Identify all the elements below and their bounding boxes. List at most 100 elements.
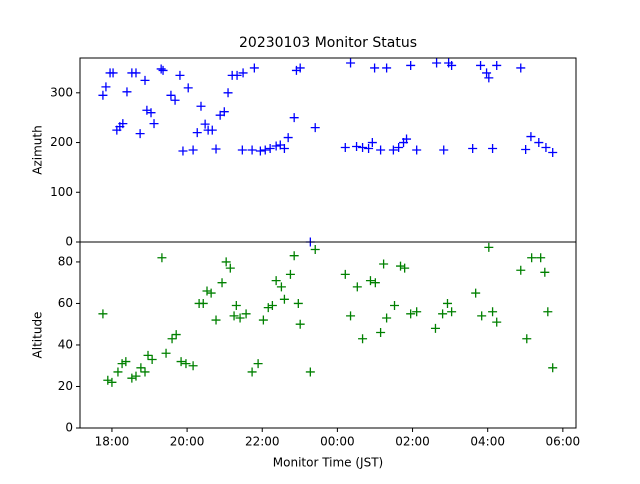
x-tick-label: 00:00 <box>320 435 355 449</box>
point <box>516 63 526 73</box>
point <box>175 70 185 80</box>
point <box>295 63 305 73</box>
point <box>249 63 259 73</box>
point <box>540 267 550 277</box>
point <box>382 63 392 73</box>
y-tick-label: 80 <box>58 254 73 268</box>
point <box>117 359 127 369</box>
point <box>516 265 526 275</box>
point <box>430 323 440 333</box>
y-tick-label: 200 <box>50 135 73 149</box>
axes-frame <box>79 241 577 429</box>
x-tick-label: 04:00 <box>470 435 505 449</box>
point <box>156 64 166 74</box>
point <box>229 311 239 321</box>
point <box>260 145 270 155</box>
point <box>258 315 268 325</box>
point <box>406 60 416 70</box>
point <box>346 311 356 321</box>
point <box>447 307 457 317</box>
point <box>471 288 481 298</box>
point <box>376 145 386 155</box>
point <box>310 123 320 133</box>
point <box>267 301 277 311</box>
point <box>521 145 531 155</box>
point <box>492 317 502 327</box>
point <box>158 65 168 75</box>
point <box>379 259 389 269</box>
point <box>121 357 131 367</box>
point <box>484 242 494 252</box>
x-tick-label: 20:00 <box>170 435 205 449</box>
point <box>340 143 350 153</box>
point <box>276 282 286 292</box>
point <box>223 88 233 98</box>
point <box>140 367 150 377</box>
point <box>127 373 137 383</box>
point <box>367 138 377 148</box>
point <box>271 276 281 286</box>
point <box>438 309 448 319</box>
point <box>206 288 216 298</box>
point <box>396 261 406 271</box>
x-axis-label: Monitor Time (JST) <box>273 456 383 470</box>
point <box>364 144 374 154</box>
point <box>237 145 247 155</box>
point <box>548 363 558 373</box>
point <box>108 68 118 78</box>
point <box>98 309 108 319</box>
point <box>157 253 167 263</box>
point <box>271 141 281 151</box>
point <box>103 375 113 385</box>
point <box>200 119 210 129</box>
point <box>293 298 303 308</box>
point <box>265 144 275 154</box>
point <box>225 263 235 273</box>
point <box>492 60 502 70</box>
point <box>346 58 356 68</box>
point <box>432 58 442 68</box>
point <box>442 298 452 308</box>
point <box>131 371 141 381</box>
point <box>221 257 231 267</box>
point <box>211 144 221 154</box>
point <box>217 278 227 288</box>
x-tick-label: 22:00 <box>245 435 280 449</box>
point <box>253 359 263 369</box>
point <box>247 367 257 377</box>
point <box>352 142 362 152</box>
point <box>382 313 392 323</box>
point <box>468 144 478 154</box>
point <box>484 73 494 83</box>
y-axis-label: Azimuth <box>31 125 45 174</box>
x-tick-label: 02:00 <box>395 435 430 449</box>
point <box>140 75 150 85</box>
point <box>406 309 416 319</box>
point <box>447 60 457 70</box>
point <box>167 334 177 344</box>
point <box>176 357 186 367</box>
point <box>412 145 422 155</box>
point <box>477 311 487 321</box>
point <box>439 145 449 155</box>
point <box>310 244 320 254</box>
point <box>488 307 498 317</box>
point <box>541 143 551 153</box>
point <box>534 138 544 148</box>
point <box>171 330 181 340</box>
point <box>188 361 198 371</box>
point <box>476 60 486 70</box>
point <box>235 313 245 323</box>
point <box>188 145 198 155</box>
point <box>488 144 498 154</box>
point <box>98 90 108 100</box>
point <box>388 145 398 155</box>
point <box>231 301 241 311</box>
point <box>118 119 128 129</box>
point <box>340 269 350 279</box>
point <box>161 348 171 358</box>
point <box>166 90 176 100</box>
point <box>135 129 145 139</box>
point <box>202 286 212 296</box>
